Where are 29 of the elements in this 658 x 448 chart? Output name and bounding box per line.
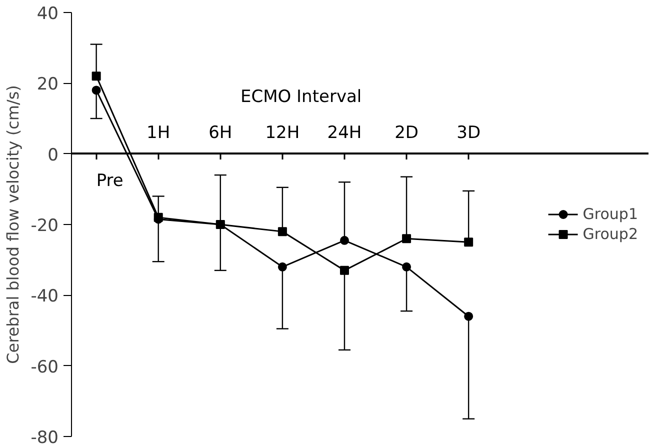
point [278, 227, 287, 236]
point [402, 262, 412, 272]
y-axis-title: Cerebral blood flow velocity (cm/s) [4, 85, 23, 364]
y-tick-label: 40 [36, 4, 59, 24]
x-tick-label: 1H [146, 123, 170, 144]
point [402, 234, 412, 244]
point [340, 266, 349, 275]
y-tick-label: 20 [36, 74, 59, 95]
point [92, 72, 101, 81]
x-tick-label: 12H [265, 123, 300, 144]
point [216, 220, 225, 229]
y-tick-label: -20 [30, 216, 59, 236]
point [464, 238, 474, 247]
point [340, 236, 349, 245]
legend-label: Group1 [582, 205, 638, 223]
point [278, 262, 287, 272]
y-tick-label: -60 [30, 357, 59, 378]
y-tick-label: -80 [30, 428, 59, 448]
y-tick-label: 0 [48, 145, 59, 166]
point [464, 312, 474, 321]
x-tick-label: 24H [327, 123, 362, 144]
x-axis-title: ECMO Interval [240, 87, 362, 108]
x-tick-label: 2D [394, 123, 418, 144]
legend-label: Group2 [582, 225, 638, 243]
x-tick-label: 3D [456, 123, 481, 144]
y-tick-label: -40 [30, 286, 59, 307]
point [92, 86, 101, 95]
x-tick-label: 6H [208, 123, 232, 144]
x-tick-label: Pre [96, 170, 124, 191]
